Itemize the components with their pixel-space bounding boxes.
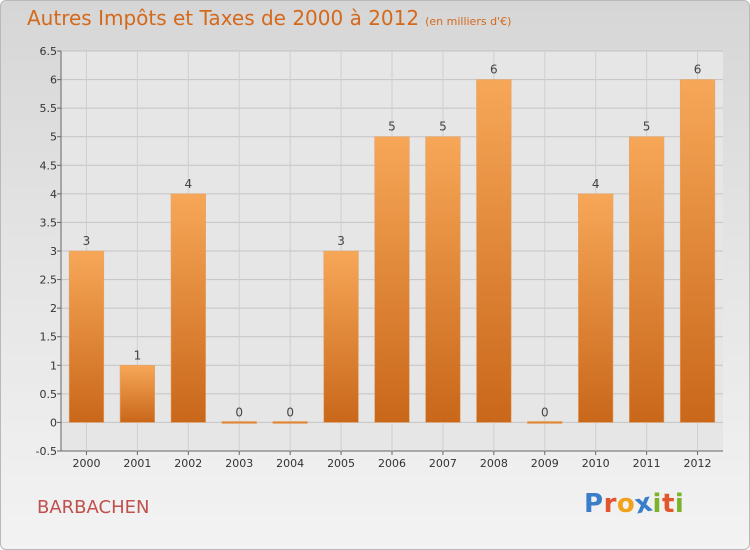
bar-value-label: 1 [134, 348, 142, 362]
bar [170, 193, 206, 423]
bar [374, 136, 410, 423]
bar-value-label: 6 [490, 63, 498, 77]
x-tick-label: 2008 [480, 457, 508, 470]
bar [527, 421, 563, 424]
logo-letter: i [652, 489, 662, 519]
bar-value-label: 6 [694, 63, 702, 77]
x-tick-label: 2000 [72, 457, 100, 470]
bar [578, 193, 614, 423]
bar [679, 79, 716, 423]
bar [272, 421, 308, 424]
x-tick-label: 2003 [225, 457, 253, 470]
chart-subtitle: (en milliers d'€) [425, 15, 512, 28]
y-tick-label: 0 [50, 416, 57, 429]
chart-title-block: Autres Impôts et Taxes de 2000 à 2012 (en… [27, 6, 511, 30]
bar-value-label: 0 [286, 405, 294, 419]
bar-value-label: 0 [235, 405, 243, 419]
y-tick-label: 3.5 [40, 216, 58, 229]
bar [629, 136, 665, 423]
x-tick-label: 2010 [582, 457, 610, 470]
bar-value-label: 3 [83, 234, 91, 248]
proxiti-logo: Proxiti [584, 488, 685, 521]
x-tick-label: 2011 [633, 457, 661, 470]
bar-value-label: 0 [541, 405, 549, 419]
bar-value-label: 3 [337, 234, 345, 248]
y-tick-label: 4.5 [40, 159, 58, 172]
bar-value-label: 4 [592, 177, 600, 191]
x-tick-label: 2012 [684, 457, 712, 470]
x-tick-label: 2006 [378, 457, 406, 470]
x-tick-label: 2007 [429, 457, 457, 470]
y-tick-label: 1.5 [40, 331, 58, 344]
y-tick-label: 5 [50, 131, 57, 144]
logo-letter: t [661, 489, 675, 519]
y-tick-label: 0.5 [40, 388, 58, 401]
y-tick-label: 3 [50, 245, 57, 258]
y-tick-label: 2.5 [40, 274, 58, 287]
y-tick-label: 6.5 [40, 45, 58, 58]
y-tick-label: 5.5 [40, 102, 58, 115]
x-tick-label: 2005 [327, 457, 355, 470]
x-tick-label: 2009 [531, 457, 559, 470]
y-tick-label: 2 [50, 302, 57, 315]
y-tick-label: 4 [50, 188, 57, 201]
x-tick-label: 2001 [123, 457, 151, 470]
logo-letter: o [616, 489, 636, 519]
bar [323, 250, 359, 423]
bar [425, 136, 461, 423]
y-tick-label: 6 [50, 74, 57, 87]
bar-value-label: 5 [388, 120, 396, 134]
x-tick-label: 2002 [174, 457, 202, 470]
commune-name: BARBACHEN [37, 497, 150, 518]
logo-letter: P [584, 489, 604, 519]
bar [68, 250, 105, 423]
bar [119, 364, 155, 423]
logo-letter: r [603, 489, 617, 519]
x-tick-label: 2004 [276, 457, 304, 470]
chart-title: Autres Impôts et Taxes de 2000 à 2012 [27, 6, 420, 30]
y-tick-label: 1 [50, 359, 57, 372]
bar-value-label: 5 [439, 120, 447, 134]
y-tick-label: -0.5 [36, 445, 57, 458]
bar-value-label: 5 [643, 120, 651, 134]
logo-letter: i [674, 489, 685, 519]
bar-value-label: 4 [184, 177, 192, 191]
bar [476, 79, 512, 423]
bar [221, 421, 257, 424]
